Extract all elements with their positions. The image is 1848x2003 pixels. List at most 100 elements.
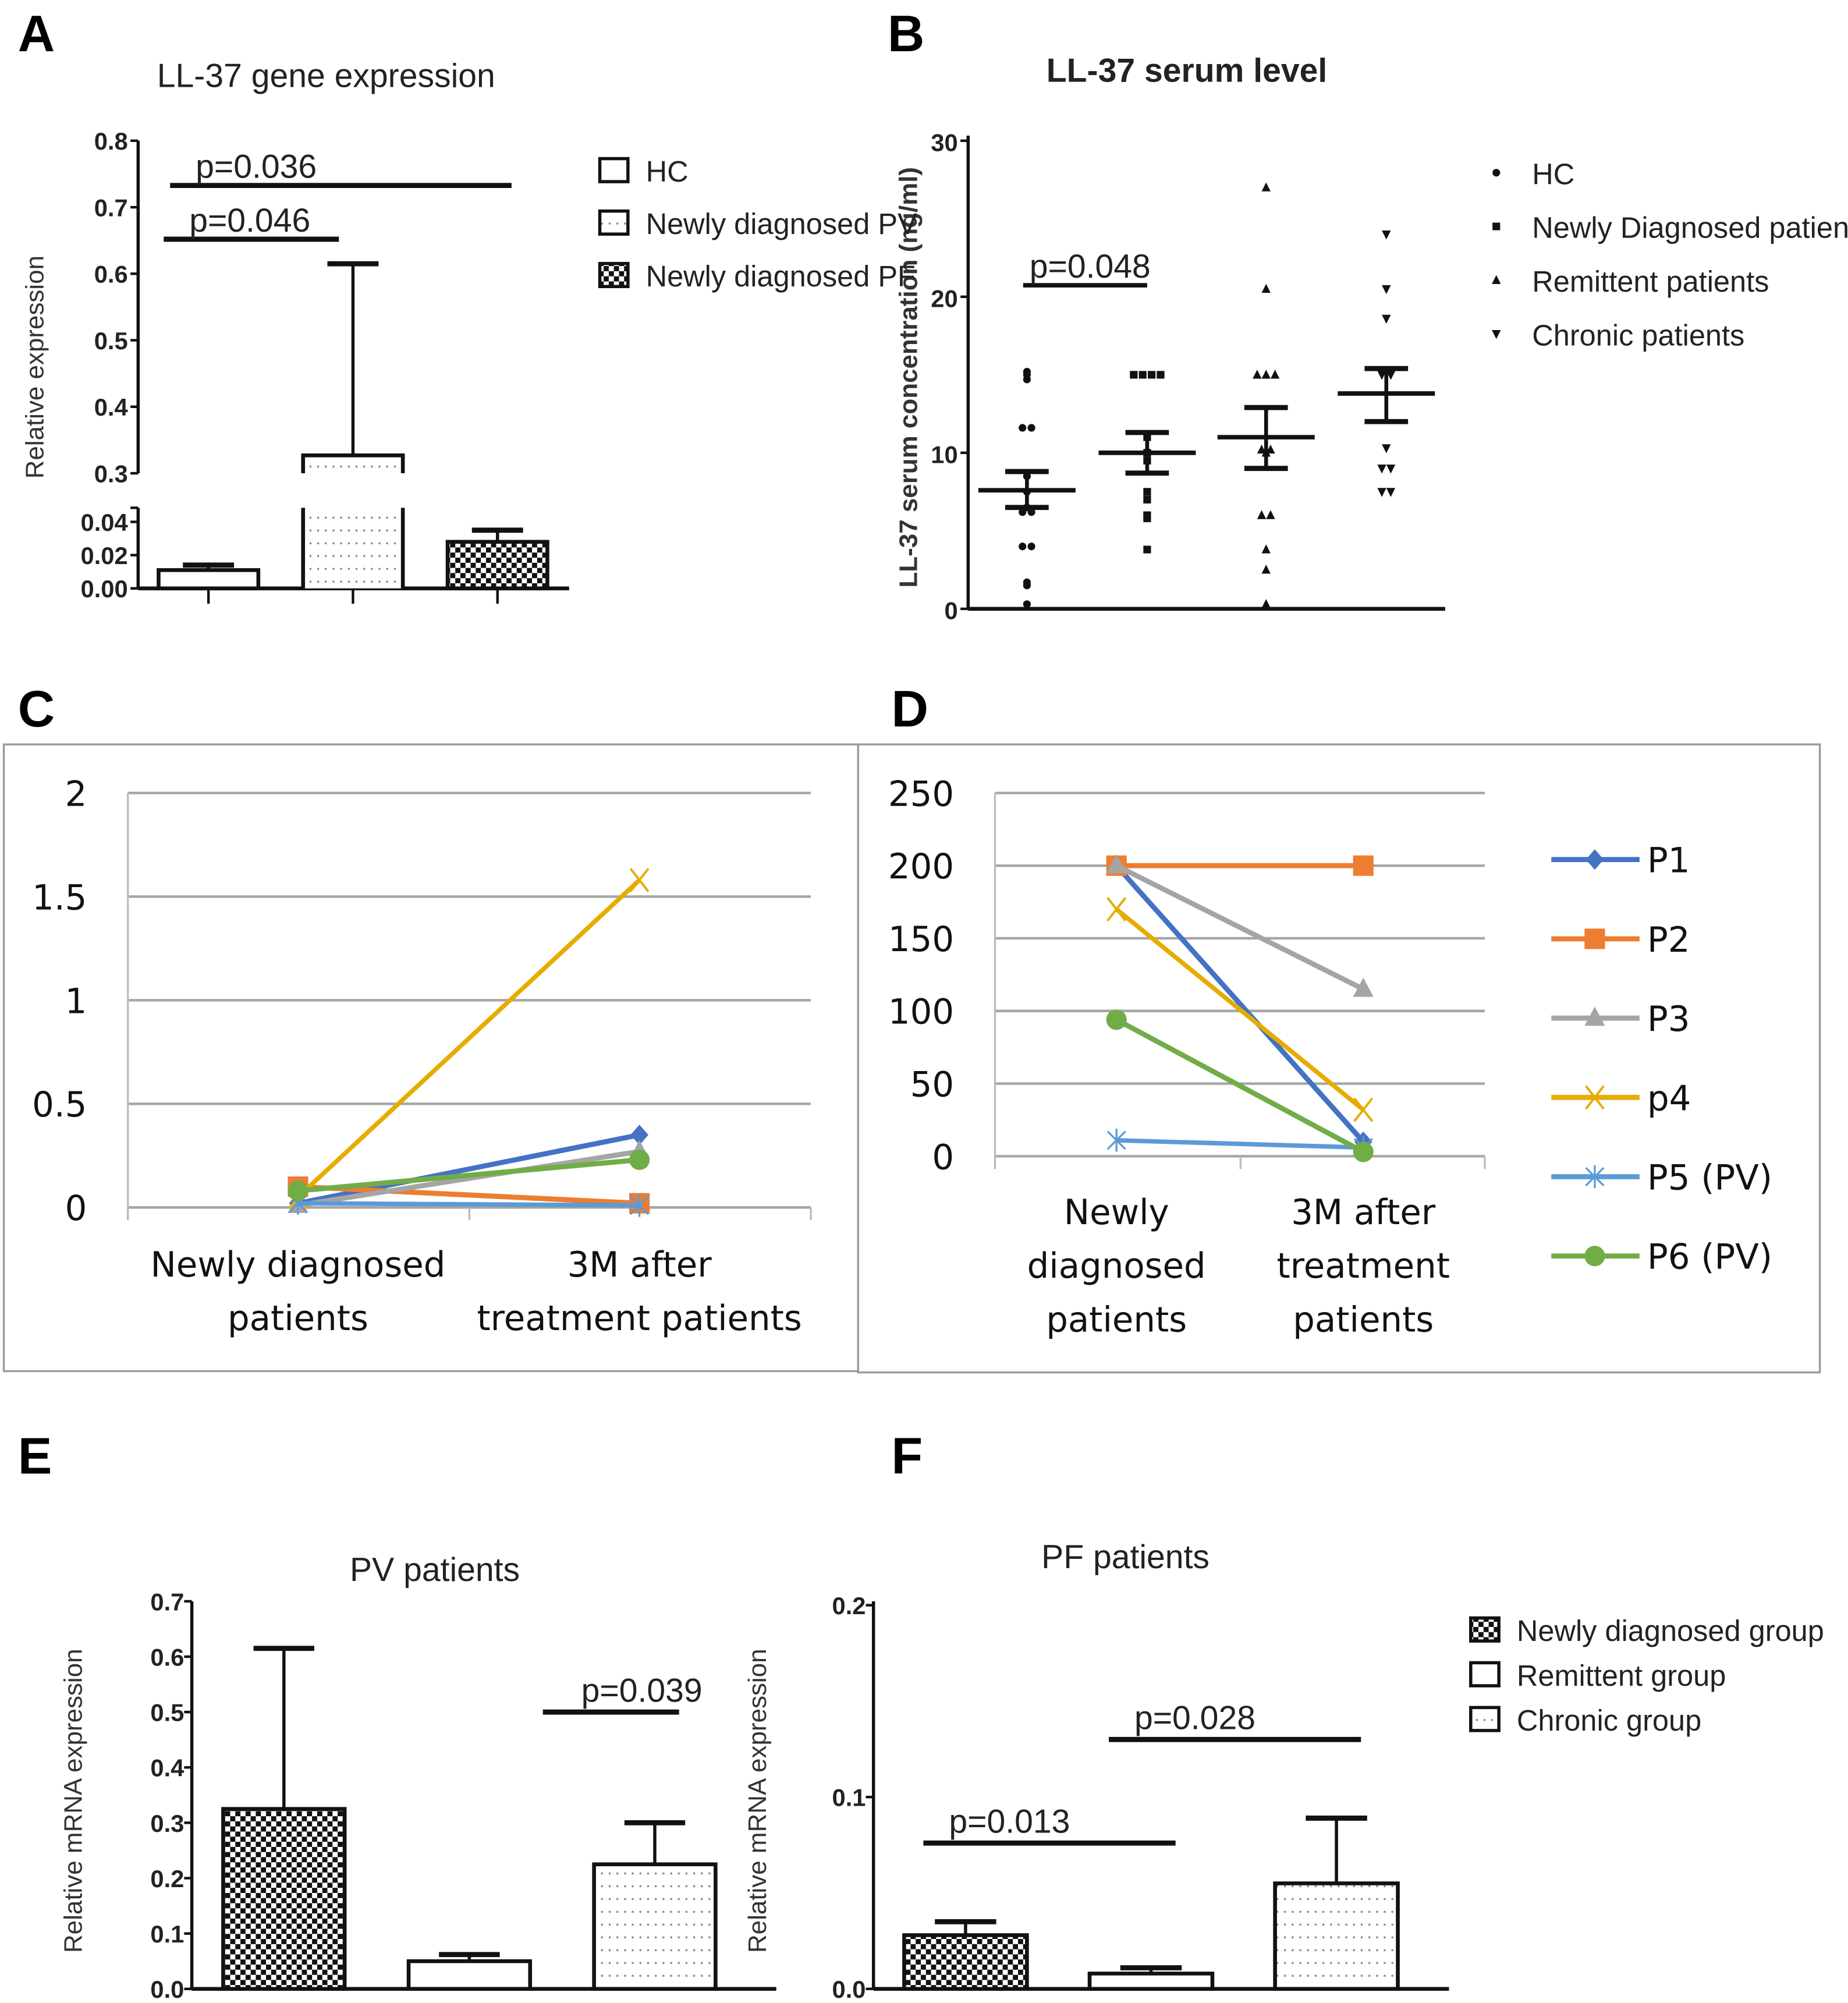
- chart-d-legend-marker: [1584, 1246, 1605, 1267]
- chart-d-category-label: treatment: [1276, 1246, 1450, 1286]
- chart-c-y-tick-label: 1: [65, 981, 87, 1021]
- chart-c-category-label: Newly diagnosed: [151, 1245, 446, 1285]
- chart-f-legend-label: Chronic group: [1517, 1704, 1701, 1737]
- chart-c-data-point: [630, 1193, 650, 1217]
- chart-c-y-tick-label: 2: [65, 774, 87, 814]
- chart-b-point: [1382, 314, 1391, 324]
- chart-c-category-label: patients: [228, 1298, 368, 1338]
- chart-d-data-point: [1106, 1009, 1127, 1030]
- chart-d-series-line-p5pv: [1116, 1138, 1364, 1150]
- chart-c-series-line-p5pv: [297, 1201, 640, 1208]
- panel-label-c: C: [18, 680, 55, 738]
- chart-b-y-tick-label: 30: [931, 129, 957, 156]
- chart-d-legend-marker: [1584, 928, 1605, 949]
- chart-d-legend-label: P2: [1647, 920, 1690, 960]
- chart-d-y-tick-label: 100: [888, 992, 954, 1032]
- chart-a-y-tick-label: 0.00: [80, 575, 127, 602]
- chart-b-legend-marker: [1492, 222, 1501, 231]
- chart-c-data-point: [288, 1180, 308, 1201]
- chart-d-category-label: patients: [1046, 1299, 1187, 1339]
- chart-b-legend-marker: [1492, 275, 1501, 284]
- chart-e-y-tick-label: 0.6: [150, 1643, 184, 1671]
- chart-b-point: [1261, 370, 1271, 379]
- chart-e-bar: [592, 1862, 718, 1991]
- chart-e-bar: [221, 1807, 347, 1991]
- chart-f-y-tick-label: 0.0: [832, 1976, 866, 2003]
- chart-d-data-point: [1106, 897, 1127, 922]
- chart-b-point: [1027, 424, 1035, 432]
- chart-b-point: [1019, 508, 1027, 516]
- chart-b-point: [1019, 424, 1027, 432]
- chart-d-frame: [857, 743, 1821, 1374]
- chart-b-p-value: p=0.048: [1030, 248, 1151, 285]
- chart-d-data-point: [1106, 1129, 1126, 1152]
- chart-a-y-tick-label: 0.6: [94, 261, 128, 288]
- chart-b-point: [1027, 543, 1035, 551]
- chart-a-legend-swatch: [598, 261, 630, 288]
- chart-f-y-tick-label: 0.1: [832, 1784, 866, 1811]
- chart-a-y-tick-label: 0.4: [94, 393, 128, 421]
- chart-c-series-line-p2: [297, 1184, 640, 1206]
- chart-d-category-label: diagnosed: [1027, 1246, 1206, 1286]
- chart-b-y-tick-label: 0: [945, 597, 958, 625]
- chart-d-data-point: [1353, 1141, 1374, 1162]
- chart-c-y-tick-label: 0.5: [32, 1084, 87, 1125]
- chart-a-legend-label: Newly diagnosed PF: [646, 260, 916, 293]
- chart-b-point: [1027, 508, 1035, 516]
- chart-e-p-value: p=0.039: [581, 1672, 703, 1710]
- chart-f-legend-swatch: [1469, 1661, 1501, 1688]
- chart-e-y-tick-label: 0.7: [150, 1588, 184, 1615]
- chart-b-point: [1377, 488, 1386, 497]
- chart-b-point: [1023, 582, 1031, 590]
- chart-b-point: [1261, 182, 1271, 192]
- chart-b-point: [1023, 375, 1031, 384]
- chart-e-y-tick-label: 0.3: [150, 1810, 184, 1837]
- chart-d-data-point: [1353, 1097, 1374, 1122]
- chart-b-point: [1143, 495, 1151, 504]
- chart-f-y-tick-label: 0.2: [832, 1592, 866, 1619]
- chart-d-y-tick-label: 50: [910, 1065, 954, 1105]
- chart-b-point: [1143, 488, 1151, 496]
- chart-b-title: LL-37 serum level: [1047, 52, 1327, 90]
- chart-f-legend-label: Newly diagnosed group: [1517, 1614, 1824, 1647]
- chart-a-y-tick-label: 0.02: [80, 542, 127, 569]
- chart-e-title: PV patients: [350, 1551, 520, 1589]
- chart-d-legend-label: P1: [1647, 841, 1690, 881]
- chart-b-point: [1261, 544, 1271, 554]
- chart-b-legend-marker: [1492, 169, 1501, 177]
- chart-f-bar: [902, 1933, 1029, 1991]
- chart-f-p-value: p=0.028: [1134, 1700, 1255, 1737]
- chart-e-y-tick-label: 0.1: [150, 1920, 184, 1948]
- chart-d-legend-marker: [1585, 1165, 1605, 1189]
- chart-e-y-tick-label: 0.5: [150, 1699, 184, 1727]
- chart-e-y-tick-label: 0.0: [150, 1976, 184, 2003]
- chart-a-y-tick-label: 0.3: [94, 460, 128, 487]
- chart-a-p-value: p=0.046: [189, 202, 310, 239]
- chart-b-point: [1257, 510, 1267, 519]
- chart-d-data-point: [1353, 977, 1374, 997]
- chart-b-point: [1148, 371, 1156, 379]
- panel-label-e: E: [18, 1427, 52, 1484]
- chart-c-series-line-p4: [296, 878, 641, 1199]
- panel-label-a: A: [18, 5, 55, 62]
- chart-d-legend-label: P6 (PV): [1647, 1237, 1772, 1277]
- chart-d-legend-marker: [1585, 849, 1604, 870]
- chart-d-legend-label: P3: [1647, 999, 1690, 1039]
- chart-b-point: [1023, 600, 1031, 608]
- chart-a-p-value: p=0.036: [196, 148, 317, 185]
- chart-f-legend-swatch: [1469, 1706, 1501, 1732]
- chart-d-data-point: [1353, 855, 1374, 876]
- chart-b-point: [1023, 367, 1031, 376]
- chart-b-legend-marker: [1492, 329, 1501, 339]
- panel-label-d: D: [891, 680, 928, 738]
- chart-b-point: [1386, 465, 1396, 474]
- chart-b-point: [1386, 488, 1396, 497]
- chart-c-y-tick-label: 0: [65, 1188, 87, 1228]
- chart-c-series-line-p3: [297, 1148, 640, 1208]
- chart-d-legend-label: P5 (PV): [1647, 1157, 1772, 1197]
- chart-b-point: [1382, 285, 1391, 295]
- chart-b-point: [1143, 545, 1151, 554]
- chart-b-point: [1382, 444, 1391, 453]
- chart-b-legend-label: Remittent patients: [1532, 265, 1769, 298]
- chart-b-point: [1266, 444, 1275, 454]
